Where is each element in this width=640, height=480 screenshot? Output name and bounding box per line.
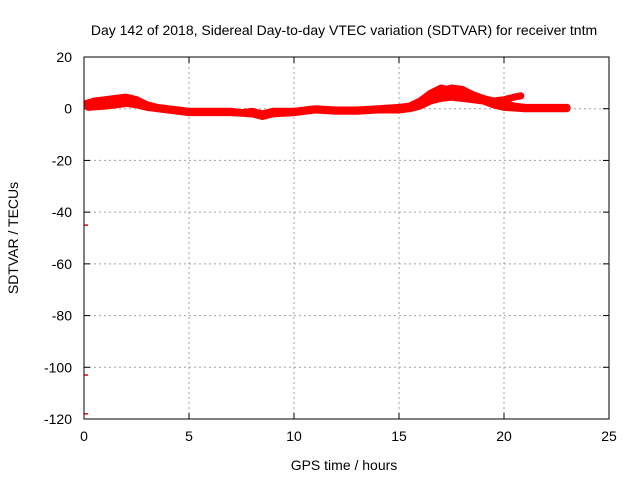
y-tick-label: -80: [52, 308, 72, 324]
data-point: [438, 87, 444, 94]
y-tick-label: -20: [52, 152, 72, 168]
grid-lines: [84, 57, 609, 419]
data-point: [417, 99, 423, 106]
x-tick-label: 25: [601, 428, 617, 444]
data-point: [501, 101, 507, 108]
data-point: [102, 96, 108, 103]
data-point: [375, 107, 381, 113]
data-point: [511, 94, 518, 101]
data-point: [91, 98, 98, 104]
data-point: [165, 107, 171, 113]
x-tick-label: 5: [185, 428, 193, 444]
data-point: [102, 103, 108, 110]
data-point: [448, 85, 455, 91]
data-point: [511, 104, 518, 111]
data-point: [228, 109, 234, 116]
data-point: [207, 109, 213, 116]
y-tick-label: 20: [56, 49, 72, 65]
data-point: [85, 104, 92, 111]
data-point: [427, 92, 434, 99]
y-tick-label: -60: [52, 256, 72, 272]
data-point: [270, 110, 276, 117]
y-axis-title: SDTVAR / TECUs: [5, 182, 21, 294]
x-axis-title: GPS time / hours: [291, 457, 398, 473]
x-tick-label: 0: [80, 428, 88, 444]
data-point: [133, 101, 140, 108]
data-point: [564, 105, 570, 112]
data-point: [517, 92, 524, 99]
data-point: [406, 103, 413, 110]
data-point: [123, 100, 129, 107]
plot-border: [83, 56, 610, 420]
y-tick-label: -120: [44, 411, 72, 427]
data-point: [249, 110, 255, 117]
x-tick-label: 15: [391, 428, 407, 444]
data-point: [312, 107, 318, 113]
data-point: [543, 105, 549, 112]
data-point: [354, 108, 360, 115]
data-point: [490, 99, 497, 106]
data-point: [522, 105, 528, 112]
data-point: [186, 109, 192, 116]
x-tick-label: 20: [496, 428, 512, 444]
data-point: [469, 91, 476, 98]
data-point: [480, 95, 486, 102]
data-point: [112, 95, 119, 102]
data-point: [259, 113, 266, 120]
y-tick-label: 0: [64, 101, 72, 117]
tick-labels: 0 5 10 15 20 25 -120 -100 -80 -60 -40 -20 0 20: [44, 49, 617, 444]
data-point: [291, 109, 297, 116]
data-points: [84, 84, 571, 415]
chart-title: Day 142 of 2018, Sidereal Day-to-day VTE…: [91, 22, 597, 38]
data-point: [459, 86, 465, 93]
data-point: [333, 108, 339, 115]
data-point: [123, 94, 129, 101]
y-tick-label: -100: [44, 359, 72, 375]
y-tick-label: -40: [52, 204, 72, 220]
data-point: [144, 104, 150, 111]
data-point: [396, 107, 402, 113]
x-tick-label: 10: [286, 428, 302, 444]
